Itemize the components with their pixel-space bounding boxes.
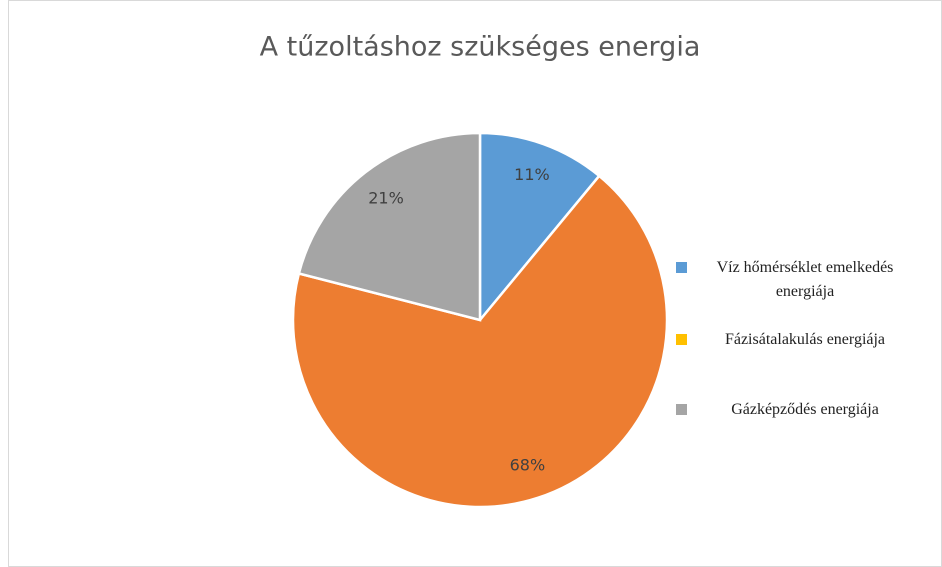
data-label: 21% <box>368 188 404 207</box>
legend-label: Fázisátalakulás energiája <box>724 331 886 348</box>
legend-label: Víz hőmérséklet emelkedés energiája <box>716 259 894 300</box>
legend-entry: Víz hőmérséklet emelkedés energiája <box>676 256 920 304</box>
legend-swatch <box>676 262 687 273</box>
data-label: 11% <box>514 165 550 184</box>
chart-title: A tűzoltáshoz szükséges energia <box>260 32 701 63</box>
legend-entry: Gázképződés energiája <box>676 398 920 422</box>
legend-label: Gázképződés energiája <box>731 401 879 418</box>
data-label: 68% <box>510 455 546 474</box>
legend-swatch <box>676 334 687 345</box>
pie-slice <box>478 131 601 324</box>
legend-entry: Fázisátalakulás energiája <box>676 328 920 352</box>
pie-slice <box>291 174 669 509</box>
pie-slice <box>297 131 482 322</box>
legend-swatch <box>676 404 687 415</box>
